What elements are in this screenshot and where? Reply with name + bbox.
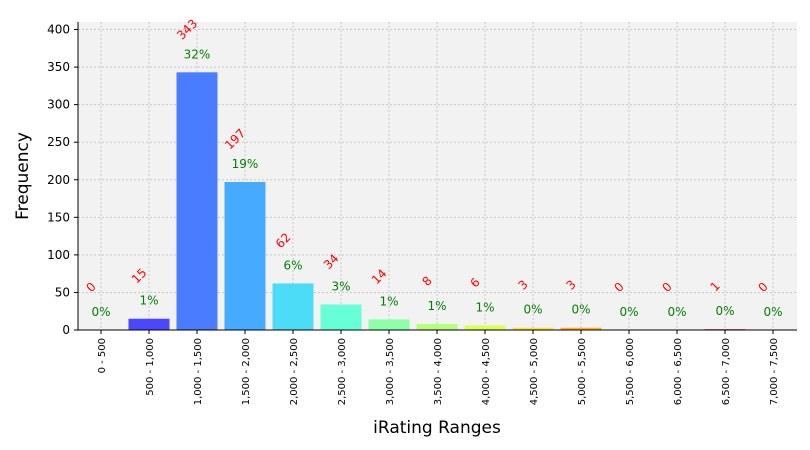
x-tick-label: 500 - 1,000	[145, 338, 156, 396]
percent-label: 0%	[667, 305, 686, 319]
x-tick-label: 7,000 - 7,500	[769, 338, 780, 405]
x-axis-label: iRating Ranges	[373, 418, 501, 438]
y-tick-label: 250	[47, 135, 70, 149]
x-tick-label: 3,000 - 3,500	[385, 338, 396, 405]
x-tick-label: 2,000 - 2,500	[289, 338, 300, 405]
x-axis-ticks: 0 - 500 500 - 1,000 1,000 - 1,500 1,500 - 2…	[97, 330, 780, 405]
x-tick-label: 0 - 500	[97, 338, 108, 373]
bar	[224, 182, 266, 330]
percent-label: 1%	[379, 294, 398, 308]
percent-label: 19%	[232, 157, 259, 171]
percent-label: 0%	[523, 303, 542, 317]
bar	[272, 283, 314, 330]
y-tick-label: 100	[47, 248, 70, 262]
x-tick-label: 3,500 - 4,000	[433, 338, 444, 405]
percent-label: 32%	[184, 47, 211, 61]
percent-label: 1%	[475, 300, 494, 314]
x-tick-label: 6,000 - 6,500	[673, 338, 684, 405]
x-tick-label: 6,500 - 7,000	[721, 338, 732, 405]
y-tick-label: 200	[47, 173, 70, 187]
x-tick-label: 1,500 - 2,000	[241, 338, 252, 405]
y-tick-label: 400	[47, 23, 70, 37]
percent-label: 0%	[763, 305, 782, 319]
percent-label: 1%	[139, 294, 158, 308]
bar	[464, 325, 506, 330]
y-tick-label: 150	[47, 210, 70, 224]
y-axis-ticks: 0 50 100 150 200 250 300 350 400	[47, 23, 78, 337]
percent-label: 0%	[91, 305, 110, 319]
bar	[320, 304, 362, 330]
percent-label: 6%	[283, 258, 302, 272]
x-tick-label: 5,500 - 6,000	[625, 338, 636, 405]
bar	[368, 319, 410, 330]
x-tick-label: 4,500 - 5,000	[529, 338, 540, 405]
bar	[176, 72, 218, 330]
x-tick-label: 1,000 - 1,500	[193, 338, 204, 405]
bars	[128, 72, 746, 330]
bar	[512, 327, 554, 330]
percent-label: 1%	[427, 299, 446, 313]
y-tick-label: 50	[55, 285, 70, 299]
x-tick-label: 2,500 - 3,000	[337, 338, 348, 405]
x-tick-label: 5,000 - 5,500	[577, 338, 588, 405]
bar	[560, 327, 602, 330]
y-axis-label: Frequency	[13, 132, 33, 220]
y-tick-label: 300	[47, 98, 70, 112]
percent-label: 0%	[619, 305, 638, 319]
y-tick-label: 350	[47, 60, 70, 74]
bar	[416, 323, 458, 330]
percent-label: 0%	[571, 303, 590, 317]
y-tick-label: 0	[62, 323, 70, 337]
x-tick-label: 4,000 - 4,500	[481, 338, 492, 405]
percent-labels: 0% 1% 32% 19% 6% 3% 1% 1% 1% 0% 0% 0% 0% 0% 0%	[91, 47, 782, 319]
percent-label: 0%	[715, 304, 734, 318]
percent-label: 3%	[331, 279, 350, 293]
bar	[128, 318, 170, 330]
